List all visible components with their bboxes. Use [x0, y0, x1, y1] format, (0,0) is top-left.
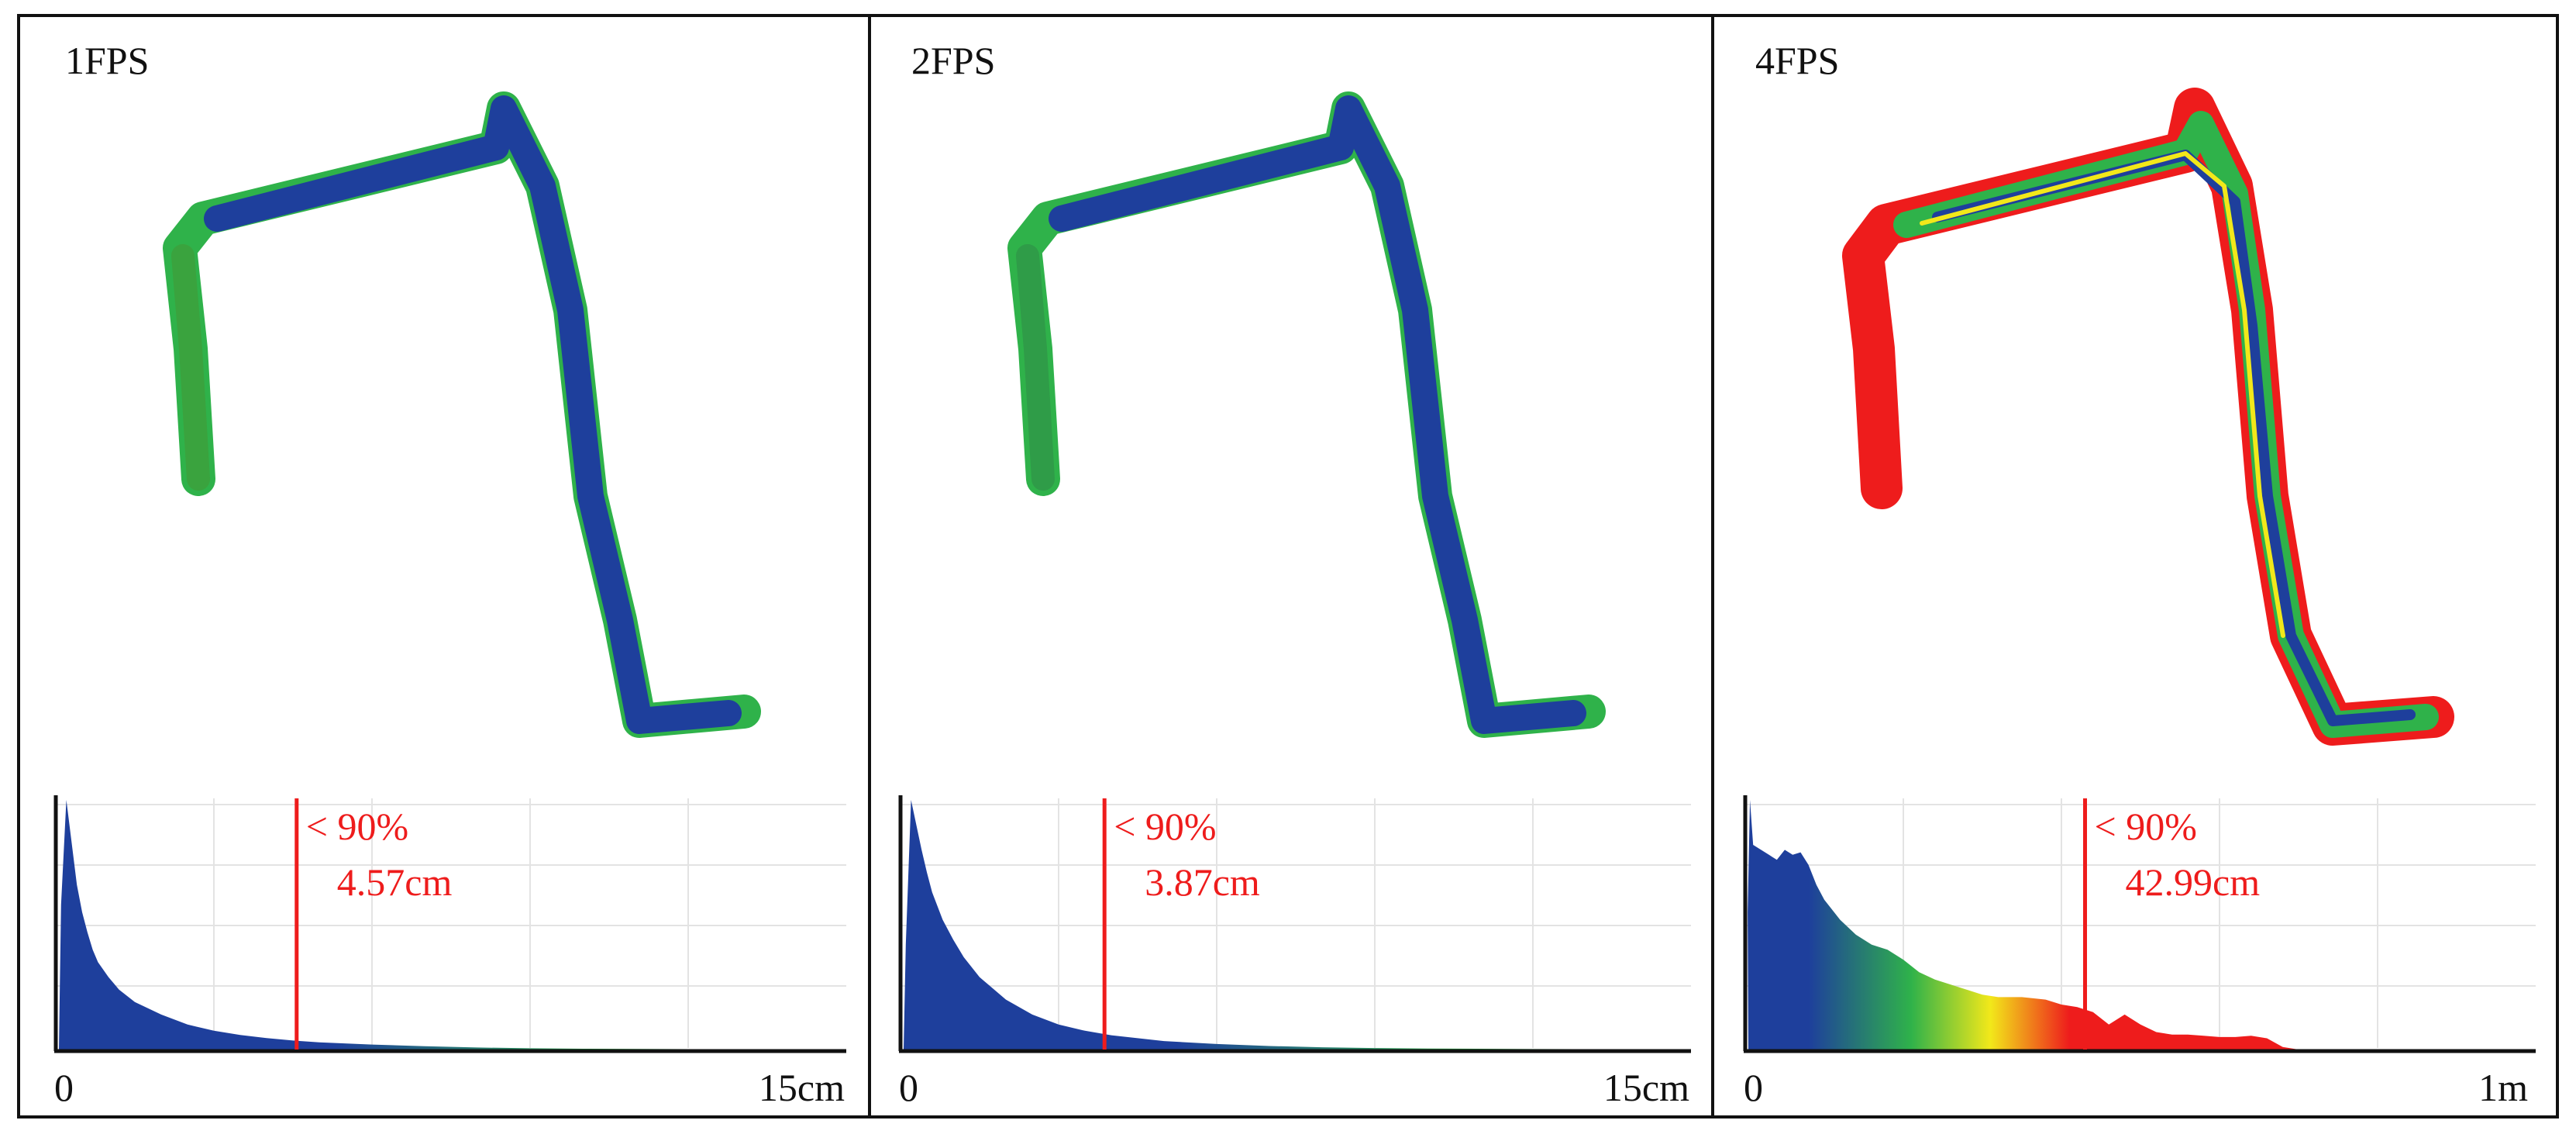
panel-title: 1FPS [65, 39, 149, 82]
threshold-value-label: 3.87cm [1145, 860, 1260, 904]
panel-frame [868, 14, 1714, 1118]
panel-2fps: 2FPS < 90% 3.87cm 0 15cm [868, 14, 1714, 1118]
x-tick-max: 1m [2478, 1066, 2528, 1109]
x-tick-min: 0 [1744, 1066, 1763, 1109]
threshold-percentile-label: < 90% [1114, 805, 1216, 848]
panel-title: 4FPS [1755, 39, 1839, 82]
histogram-grid [56, 798, 846, 1048]
trajectory-point-cloud [1842, 88, 2454, 746]
trajectory-left-arm [1016, 244, 1055, 491]
histogram-area [56, 800, 846, 1050]
panel-1fps: 1FPS < 90% 4.57cm 0 15cm [17, 14, 871, 1118]
trajectory-left-arm [171, 244, 210, 491]
panel-frame [17, 14, 871, 1118]
threshold-percentile-label: < 90% [2095, 805, 2197, 848]
trajectory-point-cloud [163, 91, 761, 738]
histogram-grid [901, 798, 1691, 1048]
x-tick-min: 0 [54, 1066, 74, 1109]
threshold-value-label: 4.57cm [337, 860, 453, 904]
histogram-area [1745, 800, 2299, 1050]
panel-title: 2FPS [911, 39, 995, 82]
panel-4fps: 4FPS < 90% 42.99cm 0 [1711, 14, 2559, 1118]
trajectory-point-cloud [1007, 91, 1606, 738]
x-tick-min: 0 [899, 1066, 918, 1109]
error-histogram: < 90% 42.99cm 0 1m [1743, 795, 2536, 1109]
error-histogram: < 90% 4.57cm 0 15cm [53, 795, 846, 1109]
threshold-value-label: 42.99cm [2126, 860, 2261, 904]
threshold-percentile-label: < 90% [306, 805, 408, 848]
trajectory-highlight [1920, 151, 2285, 638]
x-tick-max: 15cm [759, 1066, 845, 1109]
trajectory-path-core [204, 95, 742, 734]
histogram-area [901, 800, 1691, 1050]
x-tick-max: 15cm [1603, 1066, 1689, 1109]
trajectory-path-core [1049, 95, 1586, 734]
error-histogram: < 90% 3.87cm 0 15cm [898, 795, 1691, 1109]
